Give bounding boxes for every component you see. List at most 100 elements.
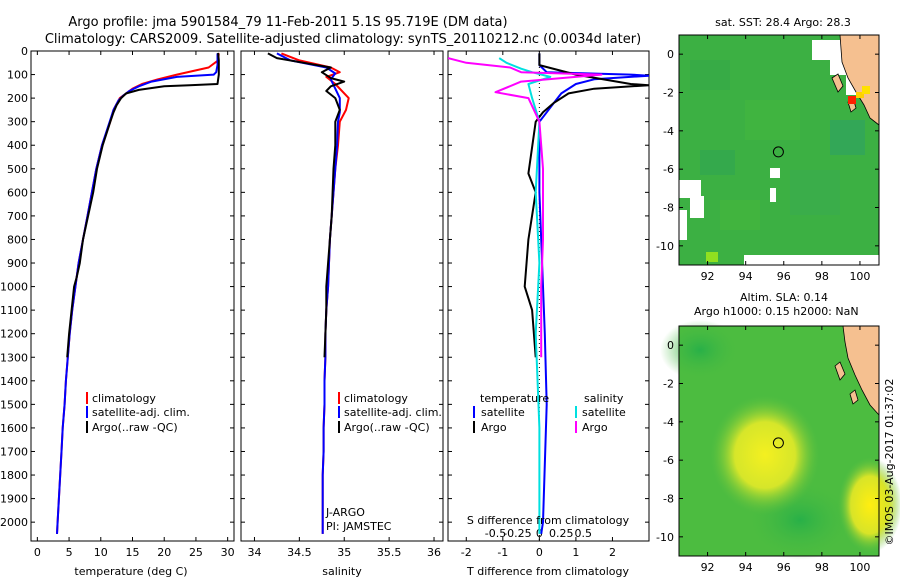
legend-salinity-header: salinity <box>584 392 624 405</box>
s-difference-axis-label: S difference from climatology <box>467 514 630 527</box>
salinity-axis-label: salinity <box>322 565 362 578</box>
map-y-tick-label: -2 <box>663 378 674 391</box>
series-s-satellite <box>498 57 552 534</box>
t-difference-axis-label: T difference from climatology <box>466 565 629 578</box>
map-frame <box>678 325 880 557</box>
sla-map-title-line2: Argo h1000: 0.15 h2000: NaN <box>694 305 859 318</box>
depth-tick-label: 1000 <box>0 281 28 294</box>
depth-tick-label: 1600 <box>0 422 28 435</box>
s-tick-label: -0.5 <box>485 527 506 540</box>
depth-tick-label: 1700 <box>0 445 28 458</box>
depth-tick-label: 500 <box>7 163 28 176</box>
temperature-panel: 0100200300400500600700800900100011001200… <box>0 45 235 578</box>
sst-map-axes: 92 94 96 98 100 0 -2 -4 -6 -8 -10 <box>656 34 880 283</box>
sst-map-panel: sat. SST: 28.4 Argo: 28.3 <box>656 16 880 283</box>
depth-tick-label: 1100 <box>0 304 28 317</box>
map-y-tick-label: -2 <box>663 87 674 100</box>
s-tick-label: 0.5 <box>574 527 592 540</box>
series-t-satellite <box>538 53 649 535</box>
map-y-tick-label: -4 <box>663 125 674 138</box>
difference-legend: temperature salinity satellite Argo sate… <box>473 392 626 434</box>
legend-s-argo-label: Argo <box>582 421 608 434</box>
map-y-tick-label: 0 <box>667 339 674 352</box>
difference-s-axis: -0.5-0.25 0 0.25 0.5 <box>485 527 592 540</box>
figure-title-line2: Climatology: CARS2009. Satellite-adjuste… <box>45 32 641 47</box>
sla-cool-patch <box>660 320 740 380</box>
difference-depth-ticks <box>448 50 649 523</box>
map-x-tick-label: 96 <box>777 561 791 574</box>
legend-satellite-label: satellite-adj. clim. <box>92 406 190 419</box>
x-tick-label: 35.5 <box>377 546 402 559</box>
temperature-legend: climatology satellite-adj. clim. Argo(..… <box>86 392 190 434</box>
difference-panel: -2 -1 0 1 2 -0.5-0.25 0 0.25 0.5 temperature sa… <box>447 50 650 578</box>
legend-s-satellite-label: satellite <box>582 406 626 419</box>
salinity-series <box>267 52 350 534</box>
map-y-tick-label: -8 <box>663 493 674 506</box>
salinity-legend: climatology satellite-adj. clim. Argo(..… <box>338 392 442 434</box>
series-s-argo <box>448 57 603 358</box>
map-y-tick-label: -4 <box>663 416 674 429</box>
sla-map-title-line1: Altim. SLA: 0.14 <box>740 291 828 304</box>
sst-map-texture <box>690 60 865 230</box>
depth-tick-label: 300 <box>7 116 28 129</box>
x-tick-label: 0 <box>536 546 543 559</box>
map-y-tick-label: -10 <box>656 240 674 253</box>
series-t-argo <box>523 53 649 358</box>
legend-temperature-header: temperature <box>480 392 549 405</box>
depth-tick-label: 100 <box>7 69 28 82</box>
depth-tick-label: 800 <box>7 233 28 246</box>
depth-tick-label: 1400 <box>0 375 28 388</box>
temperature-plot-frame <box>30 50 235 542</box>
float-pi-label: PI: JAMSTEC <box>326 520 392 533</box>
sst-profile-location-marker <box>772 146 784 158</box>
legend-satellite-label: satellite-adj. clim. <box>344 406 442 419</box>
salinity-depth-ticks <box>241 50 443 523</box>
salinity-plot-frame <box>240 50 444 542</box>
map-x-tick-label: 94 <box>739 270 753 283</box>
s-tick-label: 0.25 <box>549 527 574 540</box>
depth-tick-label: 2000 <box>0 516 28 529</box>
map-x-tick-label: 94 <box>739 561 753 574</box>
sla-map-axes: 92 94 96 98 100 0 -2 -4 -6 -8 -10 <box>656 325 880 574</box>
figure-title-line1: Argo profile: jma 5901584_79 11-Feb-2011… <box>68 15 507 30</box>
map-x-tick-label: 92 <box>701 270 715 283</box>
map-y-tick-label: -8 <box>663 202 674 215</box>
difference-plot-frame <box>447 50 650 542</box>
sst-warm-spot <box>848 96 856 104</box>
depth-tick-label: 0 <box>21 45 28 58</box>
difference-series <box>448 53 649 535</box>
x-tick-label: 10 <box>94 546 108 559</box>
depth-tick-label: 600 <box>7 186 28 199</box>
sla-high-anomaly <box>710 395 820 515</box>
depth-tick-label: 400 <box>7 139 28 152</box>
depth-tick-label: 1800 <box>0 469 28 482</box>
map-y-tick-label: -10 <box>656 531 674 544</box>
map-x-tick-label: 92 <box>701 561 715 574</box>
depth-tick-label: 1200 <box>0 328 28 341</box>
salinity-panel: 34 34.5 35 35.5 36 climatology satellite-adj… <box>240 50 444 578</box>
map-x-tick-label: 98 <box>815 270 829 283</box>
x-tick-label: 35 <box>337 546 351 559</box>
temperature-axis-label: temperature (deg C) <box>74 565 187 578</box>
x-tick-label: 0 <box>34 546 41 559</box>
depth-tick-label: 700 <box>7 210 28 223</box>
temperature-depth-axis: 0 100 200 300 400 500 600 700 800 900 1000 1100 1200… <box>0 45 234 529</box>
legend-argo-label: Argo(..raw -QC) <box>344 421 430 434</box>
legend-t-argo-label: Argo <box>481 421 507 434</box>
depth-tick-label: 900 <box>7 257 28 270</box>
map-x-tick-label: 96 <box>777 270 791 283</box>
sla-map-panel: Altim. SLA: 0.14 Argo h1000: 0.15 h2000:… <box>656 291 900 574</box>
depth-tick-label: 200 <box>7 92 28 105</box>
temperature-x-axis: 0 5 10 15 20 25 30 <box>34 51 235 559</box>
x-tick-label: 30 <box>221 546 235 559</box>
legend-climatology-label: climatology <box>92 392 156 405</box>
x-tick-label: -1 <box>497 546 508 559</box>
sst-bright-patch <box>706 252 718 262</box>
x-tick-label: 2 <box>609 546 616 559</box>
imos-credit: ©IMOS 03-Aug-2017 01:37:02 <box>883 379 896 546</box>
float-program-label: J-ARGO <box>325 506 365 519</box>
x-tick-label: 1 <box>572 546 579 559</box>
map-y-tick-label: 0 <box>667 48 674 61</box>
